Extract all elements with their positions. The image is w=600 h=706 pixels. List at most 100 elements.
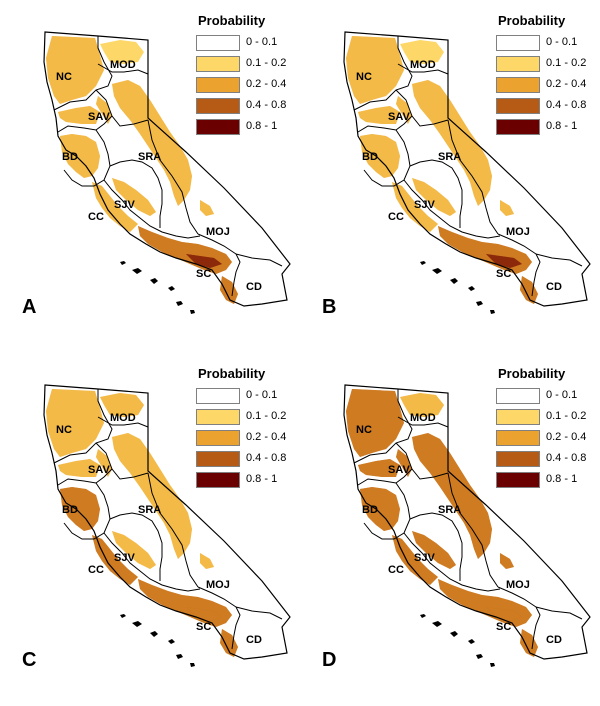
region-label-sav: SAV <box>88 111 110 123</box>
state-outline <box>43 31 291 307</box>
probability-zone-texture <box>112 80 192 206</box>
region-border <box>57 115 113 133</box>
region-label-sjv: SJV <box>414 552 435 564</box>
probability-zone-texture <box>500 200 514 216</box>
region-border <box>103 179 201 239</box>
region-label-moj: MOJ <box>506 579 530 591</box>
legend-swatch <box>196 472 240 488</box>
legend-label: 0.2 - 0.4 <box>546 431 587 443</box>
region-label-sc: SC <box>196 621 211 633</box>
legend-swatch <box>496 388 540 404</box>
probability-zone <box>112 178 156 216</box>
island <box>490 310 495 314</box>
probability-zone <box>400 393 444 417</box>
probability-zone <box>486 607 522 621</box>
legend-swatch <box>496 77 540 93</box>
legend-swatch <box>196 451 240 467</box>
probability-zone <box>396 96 412 124</box>
region-border <box>97 63 149 75</box>
legend-item: 0.8 - 1 <box>496 117 600 138</box>
probability-zone <box>520 629 538 657</box>
island <box>120 261 126 265</box>
legend-swatch <box>196 119 240 135</box>
legend-item: 0.1 - 0.2 <box>496 54 600 75</box>
island <box>420 614 426 618</box>
probability-zone-texture <box>412 80 492 206</box>
probability-zone-texture <box>60 134 100 178</box>
region-label-bd: BD <box>362 504 378 516</box>
probability-zone-texture <box>360 134 400 178</box>
probability-zone-texture <box>396 96 412 124</box>
probability-zone-texture <box>220 276 238 304</box>
probability-zone <box>186 254 222 268</box>
region-label-mod: MOD <box>110 412 136 424</box>
legend-label: 0 - 0.1 <box>546 36 578 48</box>
region-border <box>109 159 163 228</box>
region-label-sc: SC <box>496 268 511 280</box>
island <box>476 654 483 659</box>
region-label-sav: SAV <box>88 464 110 476</box>
island <box>490 663 495 667</box>
legend-swatch <box>196 35 240 51</box>
region-border <box>53 36 113 111</box>
region-label-sc: SC <box>496 621 511 633</box>
region-label-moj: MOJ <box>506 226 530 238</box>
legend: Probability 0 - 0.1 0.1 - 0.2 0.2 - 0.4 0.4 … <box>496 365 600 491</box>
legend-item: 0.2 - 0.4 <box>196 428 306 449</box>
region-border <box>531 606 541 650</box>
island <box>450 278 458 284</box>
legend: Probability 0 - 0.1 0.1 - 0.2 0.2 - 0.4 0.4 … <box>496 12 600 138</box>
legend-label: 0.4 - 0.8 <box>246 452 287 464</box>
probability-zone-texture <box>392 535 438 585</box>
panel-letter: A <box>22 296 37 318</box>
region-label-cd: CD <box>246 634 262 646</box>
region-label-cd: CD <box>246 281 262 293</box>
region-border <box>357 468 413 486</box>
legend-swatch <box>196 388 240 404</box>
region-border <box>357 115 413 133</box>
legend-swatch <box>196 98 240 114</box>
region-border <box>353 389 413 464</box>
probability-zone <box>412 433 492 559</box>
region-border <box>147 119 199 235</box>
california-map: NC MOD SAV BD SRA SJV CC MOJ SC CD <box>343 384 591 667</box>
region-label-sav: SAV <box>388 111 410 123</box>
region-border <box>53 389 113 464</box>
island <box>168 639 175 644</box>
probability-zone-texture <box>46 36 104 104</box>
probability-zone <box>358 459 400 477</box>
region-border <box>353 36 413 111</box>
probability-zone-texture <box>392 182 438 232</box>
probability-zone-texture <box>200 553 214 569</box>
probability-zone <box>346 389 404 457</box>
legend-label: 0.8 - 1 <box>546 473 578 485</box>
legend-swatch <box>196 409 240 425</box>
legend-label: 0.1 - 0.2 <box>246 57 287 69</box>
probability-zone-texture <box>100 393 144 417</box>
probability-zone-texture <box>60 487 100 531</box>
probability-zone-texture <box>520 629 538 657</box>
region-border <box>497 233 537 255</box>
state-outline <box>43 384 291 660</box>
region-label-nc: NC <box>356 424 372 436</box>
legend-swatch <box>496 35 540 51</box>
region-border <box>447 472 499 588</box>
island <box>132 268 142 274</box>
region-border <box>403 179 501 239</box>
probability-zone <box>186 607 222 621</box>
legend-item: 0.2 - 0.4 <box>496 428 600 449</box>
probability-zone <box>96 96 112 124</box>
region-border <box>95 89 149 127</box>
legend-swatch <box>496 98 540 114</box>
probability-zone <box>58 459 100 477</box>
island <box>132 621 142 627</box>
region-border <box>235 606 283 620</box>
probability-zone <box>112 80 192 206</box>
island <box>468 286 475 291</box>
region-border <box>403 532 501 592</box>
legend-swatch <box>196 430 240 446</box>
probability-zone <box>486 254 522 268</box>
probability-zone-texture <box>486 607 522 621</box>
island <box>432 268 442 274</box>
island <box>190 310 195 314</box>
